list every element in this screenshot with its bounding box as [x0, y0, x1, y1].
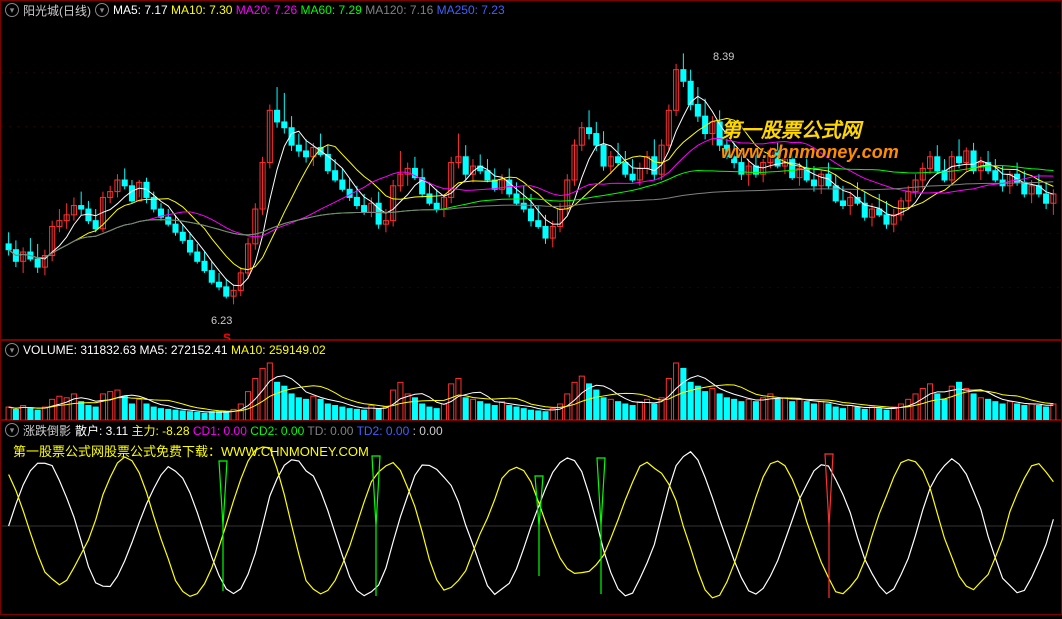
candle-header: ▾ 阳光城(日线) ▾ MA5: 7.17 MA10: 7.30 MA20: 7… [1, 1, 1061, 19]
collapse-icon[interactable]: ▾ [5, 423, 19, 437]
indicator-values: 散户: 3.11 主力: -8.28 CD1: 0.00 CD2: 0.00 T… [75, 422, 443, 439]
info-banner: 第一股票公式网股票公式免费下载：WWW.CHNMONEY.COM [13, 441, 369, 460]
volume-header: ▾ VOLUME: 311832.63 MA5: 272152.41 MA10:… [1, 341, 1061, 359]
settings-icon[interactable]: ▾ [95, 3, 109, 17]
volume-chart-area[interactable] [1, 359, 1061, 419]
indicator-chart-area[interactable]: 第一股票公式网股票公式免费下载：WWW.CHNMONEY.COM [1, 439, 1061, 614]
watermark-title: 第一股票公式网 [721, 114, 861, 143]
ma-values: MA5: 7.17 MA10: 7.30 MA20: 7.26 MA60: 7.… [113, 3, 505, 17]
watermark-url: www.chnmoney.com [721, 142, 899, 163]
price-label: 6.23 [211, 315, 232, 327]
stock-title: 阳光城(日线) [23, 2, 91, 19]
indicator-name: 涨跌倒影 [23, 422, 71, 439]
candlestick-panel: ▾ 阳光城(日线) ▾ MA5: 7.17 MA10: 7.30 MA20: 7… [0, 0, 1062, 340]
price-label: 8.39 [713, 51, 734, 63]
volume-values: VOLUME: 311832.63 MA5: 272152.41 MA10: 2… [23, 343, 326, 357]
indicator-panel: ▾ 涨跌倒影 散户: 3.11 主力: -8.28 CD1: 0.00 CD2:… [0, 420, 1062, 615]
indicator-header: ▾ 涨跌倒影 散户: 3.11 主力: -8.28 CD1: 0.00 CD2:… [1, 421, 1061, 439]
collapse-icon[interactable]: ▾ [5, 343, 19, 357]
volume-panel: ▾ VOLUME: 311832.63 MA5: 272152.41 MA10:… [0, 340, 1062, 420]
candle-chart-area[interactable]: 第一股票公式网 www.chnmoney.com 8.396.23 S涨榜财 [1, 19, 1061, 339]
collapse-icon[interactable]: ▾ [5, 3, 19, 17]
